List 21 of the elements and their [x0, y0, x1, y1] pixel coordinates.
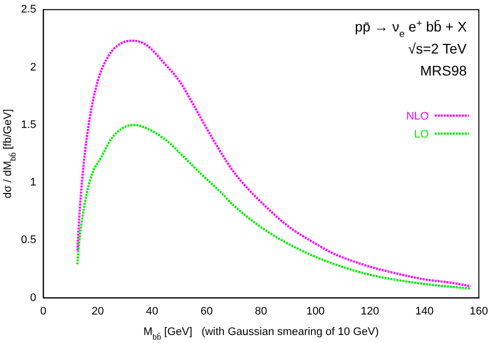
y-tick-label: 1.5	[20, 118, 36, 131]
x-tick-label: 60	[200, 305, 213, 318]
y-tick-label: 1	[30, 176, 36, 189]
line-series	[76, 40, 472, 288]
y-tick-label: 2	[30, 61, 36, 74]
x-tick-label: 160	[470, 305, 488, 318]
x-tick-label: 80	[254, 305, 268, 318]
legend-label: NLO	[406, 110, 430, 123]
x-tick-label: 140	[415, 305, 434, 318]
line-series	[76, 124, 472, 290]
x-tick-label: 0	[40, 305, 46, 318]
y-tick-label: 2.5	[20, 4, 36, 16]
x-tick-label: 100	[306, 305, 325, 318]
x-tick-label: 40	[146, 305, 158, 318]
annotation: MRS98	[420, 62, 468, 79]
y-tick-label: 0	[30, 292, 36, 304]
y-tick-label: 0.5	[20, 234, 36, 246]
x-tick-label: 120	[360, 305, 380, 318]
annotation: √s=2 TeV	[408, 40, 468, 57]
x-tick-label: 20	[92, 305, 104, 318]
legend-label: LO	[414, 128, 430, 141]
